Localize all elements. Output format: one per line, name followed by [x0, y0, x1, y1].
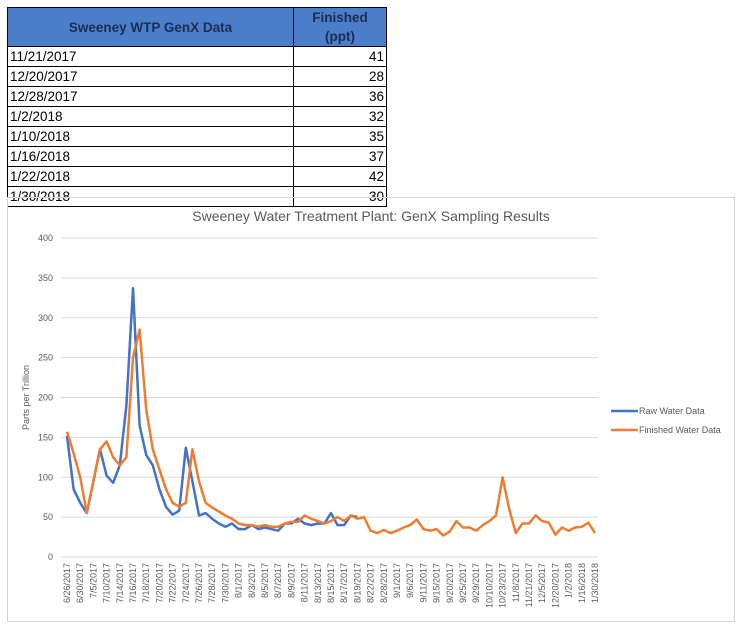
x-tick-label: 9/1/2017	[392, 563, 402, 598]
row-date: 12/28/2017	[7, 86, 294, 107]
y-tick-label: 0	[48, 552, 53, 562]
row-finished-value: 36	[293, 86, 387, 107]
table-row: 1/10/2018 35	[7, 126, 387, 147]
table-row: 11/21/2017 41	[7, 46, 387, 67]
x-tick-label: 7/24/2017	[181, 563, 191, 603]
x-tick-label: 12/20/2017	[550, 563, 560, 608]
table-row: 1/2/2018 32	[7, 106, 387, 127]
x-tick-label: 8/7/2017	[273, 563, 283, 598]
line-chart: Sweeney Water Treatment Plant: GenX Samp…	[21, 208, 721, 608]
x-tick-label: 1/2/2018	[564, 563, 574, 598]
x-tick-label: 7/22/2017	[168, 563, 178, 603]
row-date: 1/10/2018	[7, 126, 294, 147]
x-tick-label: 8/15/2017	[326, 563, 336, 603]
series-line-1	[65, 328, 597, 537]
x-tick-label: 8/5/2017	[260, 563, 270, 598]
row-finished-value: 30	[293, 186, 387, 207]
table-row: 12/28/2017 36	[7, 86, 387, 107]
x-tick-label: 8/9/2017	[286, 563, 296, 598]
legend-label: Finished Water Data	[639, 425, 721, 435]
x-tick-label: 1/16/2018	[577, 563, 587, 603]
x-tick-label: 7/26/2017	[194, 563, 204, 603]
row-finished-value: 28	[293, 66, 387, 87]
table-row: 12/20/2017 28	[7, 66, 387, 87]
header-date: Sweeney WTP GenX Data	[7, 7, 294, 47]
x-tick-label: 8/22/2017	[366, 563, 376, 603]
chart-area: Sweeney Water Treatment Plant: GenX Samp…	[7, 197, 735, 622]
row-date: 11/21/2017	[7, 46, 294, 67]
x-tick-label: 7/10/2017	[102, 563, 112, 603]
y-tick-label: 350	[38, 273, 53, 283]
x-tick-label: 6/30/2017	[75, 563, 85, 603]
y-axis-label: Parts per Trillion	[21, 365, 31, 430]
x-tick-label: 8/13/2017	[313, 563, 323, 603]
row-finished-value: 35	[293, 126, 387, 147]
x-tick-label: 8/17/2017	[339, 563, 349, 603]
x-tick-label: 9/15/2017	[432, 563, 442, 603]
row-date: 12/20/2017	[7, 66, 294, 87]
series-line-0	[65, 286, 358, 532]
x-tick-label: 8/1/2017	[234, 563, 244, 598]
row-finished-value: 42	[293, 166, 387, 187]
y-tick-label: 150	[38, 432, 53, 442]
x-tick-label: 11/8/2017	[511, 563, 521, 602]
x-tick-label: 9/29/2017	[471, 563, 481, 603]
y-tick-label: 50	[43, 512, 53, 522]
row-date: 1/30/2018	[7, 186, 294, 207]
table-row: 1/30/2018 30	[7, 186, 387, 207]
table-row: 1/22/2018 42	[7, 166, 387, 187]
table-header-row: Sweeney WTP GenX Data Finished (ppt)	[7, 7, 387, 47]
x-tick-label: 7/16/2017	[128, 563, 138, 603]
x-tick-label: 11/21/2017	[524, 563, 534, 607]
x-tick-label: 8/11/2017	[300, 563, 310, 602]
row-finished-value: 41	[293, 46, 387, 67]
x-tick-label: 7/28/2017	[207, 563, 217, 603]
x-tick-label: 10/23/2017	[498, 563, 508, 608]
x-tick-label: 9/25/2017	[458, 563, 468, 603]
x-tick-label: 9/6/2017	[405, 563, 415, 598]
y-tick-label: 250	[38, 353, 53, 363]
header-finished: Finished (ppt)	[293, 7, 387, 47]
x-tick-label: 8/19/2017	[352, 563, 362, 603]
x-tick-label: 10/10/2017	[484, 563, 494, 608]
x-tick-label: 12/5/2017	[537, 563, 547, 603]
chart-title: Sweeney Water Treatment Plant: GenX Samp…	[192, 208, 549, 224]
x-tick-label: 1/30/2018	[590, 563, 600, 603]
x-tick-label: 7/20/2017	[154, 563, 164, 603]
x-tick-label: 6/26/2017	[62, 563, 72, 603]
x-tick-label: 7/30/2017	[220, 563, 230, 603]
x-tick-label: 7/5/2017	[88, 563, 98, 598]
y-tick-label: 100	[38, 472, 53, 482]
genx-data-table: Sweeney WTP GenX Data Finished (ppt) 11/…	[7, 7, 387, 207]
x-tick-label: 7/18/2017	[141, 563, 151, 603]
row-date: 1/16/2018	[7, 146, 294, 167]
x-tick-label: 7/14/2017	[115, 563, 125, 603]
x-tick-label: 9/20/2017	[445, 563, 455, 603]
row-date: 1/22/2018	[7, 166, 294, 187]
legend-label: Raw Water Data	[639, 406, 705, 416]
row-finished-value: 32	[293, 106, 387, 127]
x-tick-label: 8/3/2017	[247, 563, 257, 598]
row-date: 1/2/2018	[7, 106, 294, 127]
y-tick-label: 300	[38, 313, 53, 323]
row-finished-value: 37	[293, 146, 387, 167]
x-tick-label: 8/28/2017	[379, 563, 389, 603]
table-row: 1/16/2018 37	[7, 146, 387, 167]
y-tick-label: 400	[38, 233, 53, 243]
y-tick-label: 200	[38, 393, 53, 403]
x-tick-label: 9/11/2017	[418, 563, 428, 602]
